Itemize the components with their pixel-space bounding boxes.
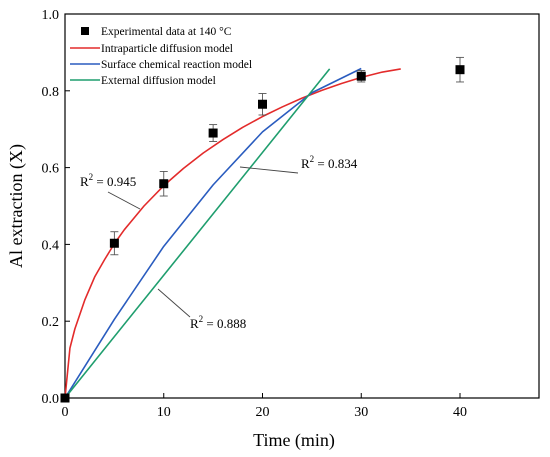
y-tick-label: 0.2	[42, 315, 60, 330]
data-point	[208, 128, 218, 138]
x-tick-label: 20	[256, 405, 270, 420]
series-layer	[64, 67, 401, 399]
annotation-value-intraparticle: = 0.945	[93, 174, 136, 189]
data-point	[159, 179, 169, 189]
annotation-value-surface: = 0.834	[314, 156, 358, 171]
points-layer	[60, 56, 465, 403]
data-point	[60, 393, 70, 403]
legend-label-surface: Surface chemical reaction model	[101, 59, 252, 71]
annotation-r-surface: R	[301, 156, 310, 171]
x-tick-label: 30	[354, 405, 368, 420]
y-tick-label: 0.6	[42, 162, 60, 177]
annotation-sup-surface: 2	[310, 154, 315, 164]
annotation-r2-surface: R2 = 0.834	[239, 154, 358, 174]
annotation-leader-intraparticle	[107, 191, 141, 210]
y-tick-label: 0.4	[42, 238, 60, 253]
annotation-sup-external: 2	[199, 314, 204, 324]
surface-reaction-curve	[64, 67, 362, 399]
annotation-r2-intraparticle: R2 = 0.945	[80, 172, 141, 210]
x-axis-title: Time (min)	[253, 430, 335, 451]
x-tick-label: 10	[157, 405, 171, 420]
annotation-r-external: R	[190, 316, 199, 331]
x-tick-label: 0	[62, 405, 69, 420]
annotation-value-external: = 0.888	[203, 316, 246, 331]
y-tick-label: 0.8	[42, 85, 60, 100]
svg-text:R2 = 0.945: R2 = 0.945	[80, 172, 136, 189]
data-point	[109, 238, 119, 248]
external-diffusion-curve	[64, 68, 331, 399]
annotation-r2-external: R2 = 0.888	[157, 288, 246, 331]
annotation-leader-surface	[239, 166, 299, 174]
annotation-sup-intraparticle: 2	[89, 172, 94, 182]
annotation-r-intraparticle: R	[80, 174, 89, 189]
legend: Experimental data at 140 °C Intraparticl…	[70, 26, 252, 87]
svg-text:R2 = 0.834: R2 = 0.834	[301, 154, 358, 171]
y-tick-label: 1.0	[42, 8, 60, 23]
y-tick-label: 0.0	[42, 392, 60, 407]
svg-text:R2 = 0.888: R2 = 0.888	[190, 314, 246, 331]
legend-label-experimental: Experimental data at 140 °C	[101, 26, 232, 38]
plot-frame	[64, 13, 540, 399]
x-tick-label: 40	[453, 405, 467, 420]
data-point	[455, 65, 465, 75]
data-point	[356, 71, 366, 81]
legend-label-external: External diffusion model	[101, 75, 216, 87]
legend-marker-experimental	[81, 27, 89, 35]
intraparticle-curve	[64, 68, 401, 399]
y-axis-title: Al extraction (X)	[6, 144, 27, 268]
legend-label-intraparticle: Intraparticle diffusion model	[101, 43, 233, 55]
data-point	[258, 99, 267, 109]
annotation-leader-external	[157, 288, 191, 318]
